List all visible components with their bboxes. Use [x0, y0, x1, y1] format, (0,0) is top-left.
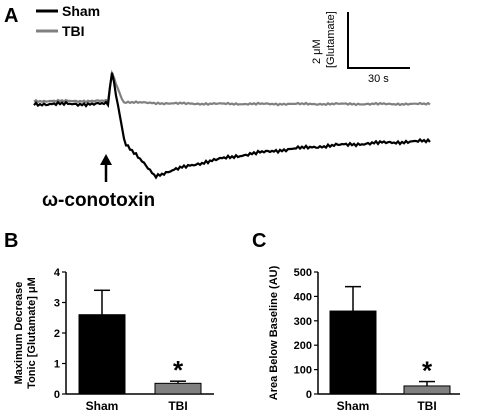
panel-b-y-tick-label: 4: [54, 267, 61, 279]
panel-c-bar-sham: [329, 310, 377, 395]
panel-b-y-axis-title-line2: Tonic [Glutamate] μM: [26, 277, 38, 389]
panel-c-y-tick-label: 100: [294, 365, 312, 377]
panel-b-y-tick-label: 3: [54, 298, 60, 310]
panel-b-y-tick-label: 0: [54, 389, 60, 401]
panel-b-category-label-tbi: TBI: [168, 399, 187, 413]
panel-c-bar-tbi: [403, 385, 451, 395]
panel-b-bar-tbi: [154, 382, 202, 395]
trace-sham: [33, 72, 431, 180]
scale-bar-vertical-unit: [Glutamate]: [325, 11, 337, 68]
panel-c-y-axis-title: Area Below Baseline (AU): [268, 265, 280, 400]
panel-b-letter: B: [4, 230, 18, 252]
panel-a-legend: Sham TBI: [36, 3, 100, 39]
panel-c-category-label-tbi: TBI: [417, 399, 436, 413]
panel-b-y-tick-label: 1: [54, 359, 60, 371]
panel-b-y-axis-title-line1: Maximum Decrease: [13, 282, 25, 385]
panel-b-y-tick-label: 2: [54, 328, 60, 340]
panel-b-significance-marker: *: [173, 355, 184, 385]
panel-b-bar-sham: [78, 314, 126, 395]
panel-c-y-tick-label: 500: [294, 267, 312, 279]
scale-bar: 2 μM [Glutamate] 30 s: [311, 11, 410, 85]
panel-c-y-tick-label: 400: [294, 291, 312, 303]
panel-c-letter: C: [252, 230, 266, 252]
panel-c-y-tick-label: 0: [306, 389, 312, 401]
panel-c-significance-marker: *: [422, 356, 433, 386]
trace-area: [33, 69, 431, 180]
drug-application-marker: ω-conotoxin: [42, 154, 155, 211]
panel-b-chart: 0 1 2 3 4 Maximum Decrease Tonic [Glutamate] μ…: [13, 267, 214, 413]
panel-c-category-label-sham: Sham: [337, 399, 370, 413]
trace-tbi: [33, 69, 431, 107]
panel-a-letter: A: [4, 5, 18, 27]
panel-b-category-label-sham: Sham: [86, 399, 119, 413]
drug-label: ω-conotoxin: [42, 190, 155, 211]
panel-c-y-tick-label: 200: [294, 340, 312, 352]
scale-bar-horizontal-label: 30 s: [368, 73, 389, 85]
panel-c-y-tick-label: 300: [294, 316, 312, 328]
legend-label-sham: Sham: [62, 3, 100, 19]
panel-c-chart: 0 100 200 300 400 500 Area Below Baseline (AU)…: [268, 265, 460, 413]
legend-label-tbi: TBI: [62, 23, 85, 39]
scale-bar-vertical-value: 2 μM: [311, 39, 323, 64]
drug-arrow-head: [100, 154, 112, 165]
